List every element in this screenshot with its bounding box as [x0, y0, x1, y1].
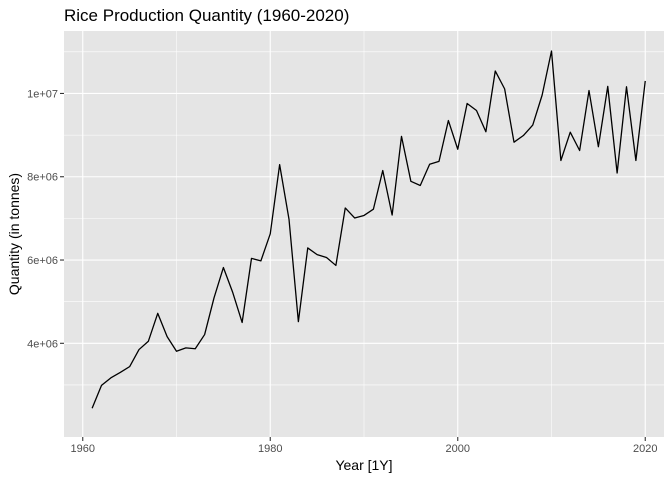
chart-title: Rice Production Quantity (1960-2020) [64, 6, 349, 25]
x-tick-label: 1980 [258, 443, 282, 455]
y-tick-label: 6e+06 [27, 255, 58, 267]
y-axis-title: Quantity (in tonnes) [6, 173, 22, 295]
minor-gridlines [64, 31, 664, 437]
y-tick-label: 4e+06 [27, 338, 58, 350]
tick-labels: 1960 1980 2000 2020 4e+06 6e+06 8e+06 1e+07 [27, 88, 657, 455]
x-axis-title: Year [1Y] [335, 457, 392, 473]
x-tick-label: 1960 [71, 443, 95, 455]
major-gridlines [64, 31, 664, 437]
series-layer [91, 50, 646, 409]
x-tick-label: 2000 [446, 443, 470, 455]
series-line [91, 50, 646, 409]
x-tick-label: 2020 [633, 443, 657, 455]
axis-ticks [60, 92, 646, 441]
y-tick-label: 8e+06 [27, 172, 58, 184]
y-tick-label: 1e+07 [27, 88, 58, 100]
